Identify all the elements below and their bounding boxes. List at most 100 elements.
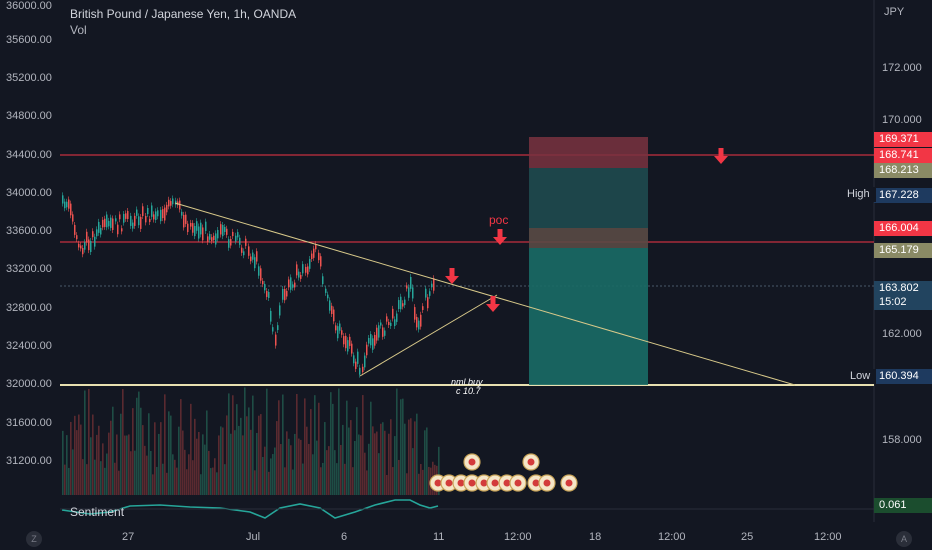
volume-bar [212,467,214,495]
candle-body [351,343,353,354]
candle-body [349,336,351,346]
candle-body [329,300,331,311]
left-axis-tick: 32000.00 [6,378,52,390]
volume-bar [230,433,232,495]
candle-body [416,316,418,328]
volume-bar [120,413,122,495]
volume-bar [414,421,416,495]
volume-bar [134,450,136,495]
volume-bar [328,446,330,495]
candle-body [353,355,355,364]
volume-bar [422,469,424,495]
descending-trendline [174,202,796,386]
volume-bar [316,440,318,495]
volume-bar [374,433,376,495]
volume-bar [318,402,320,495]
candle-body [368,337,370,344]
candle-body [254,257,256,269]
volume-bar [312,454,314,495]
volume-bar [190,403,192,495]
volume-bar [166,472,168,495]
volume-bar [182,430,184,495]
volume-bar [232,395,234,495]
candle-body [84,242,86,250]
volume-bar [378,453,380,495]
volume-bar [304,398,306,495]
volume-bar [290,445,292,495]
candle-body [115,218,117,222]
volume-bar [176,467,178,495]
candle-body [327,294,329,299]
volume-bar [170,415,172,495]
economic-event-icon-center [532,479,540,487]
volume-bar [100,461,102,495]
volume-bar [226,415,228,495]
price-tag: 165.179 [874,243,932,258]
volume-bar [214,458,216,495]
candle-body [398,300,400,309]
volume-bar [224,464,226,495]
symbol-title[interactable]: British Pound / Japanese Yen, 1h, OANDA [70,7,297,21]
down-arrow-marker-shaft [490,296,496,304]
zoom-reset-button[interactable]: Z [26,531,42,547]
time-axis-bar[interactable] [0,522,932,550]
volume-bar [342,424,344,495]
candle-body [302,264,304,274]
volume-bar [80,424,82,495]
volume-indicator-label[interactable]: Vol [70,23,87,37]
volume-bar [278,400,280,495]
poc-annotation[interactable]: poc [489,213,509,227]
candle-body [160,209,162,222]
candle-body [243,251,245,256]
candle-body [230,239,232,246]
candle-body [422,306,424,311]
volume-bar [284,467,286,495]
volume-bar [344,463,346,495]
price-tag: 168.741 [874,148,932,163]
candle-body [341,330,343,335]
candle-body [268,291,270,298]
candle-body [264,283,266,291]
volume-bar [188,454,190,495]
price-tag: 168.213 [874,163,932,178]
volume-bar [68,467,70,495]
volume-bar [246,416,248,495]
volume-bar [140,407,142,495]
candle-body [62,195,64,204]
candle-body [250,256,252,262]
volume-bar [314,395,316,495]
c-value-annotation[interactable]: c 10.7 [456,386,481,396]
auto-scale-button[interactable]: A [896,531,912,547]
candle-body [313,248,315,258]
volume-bar [126,435,128,495]
volume-bar [240,417,242,495]
candle-body [140,217,142,229]
candle-body [374,334,376,346]
candle-body [357,351,359,364]
nml-buy-annotation[interactable]: nml buy [451,377,483,387]
economic-event-icon-center [527,458,535,466]
volume-bar [106,453,108,495]
volume-bar [276,421,278,495]
candle-body [170,201,172,206]
volume-bar [160,422,162,495]
candle-body [256,251,258,262]
volume-bar [254,470,256,495]
price-tag: 169.371 [874,132,932,147]
entry-poc-zone [529,228,648,248]
volume-bar [234,430,236,495]
volume-bar [282,394,284,495]
candle-body [339,323,341,331]
volume-bar [164,394,166,495]
candle-body [335,325,337,331]
price-tag: 167.228 [874,188,932,203]
volume-bar [236,404,238,495]
volume-bar [372,426,374,495]
volume-bar [376,431,378,495]
sentiment-indicator-label[interactable]: Sentiment [70,505,125,519]
time-axis-label: 6 [341,531,348,543]
left-axis-tick: 32400.00 [6,340,52,352]
candle-body [235,235,237,242]
